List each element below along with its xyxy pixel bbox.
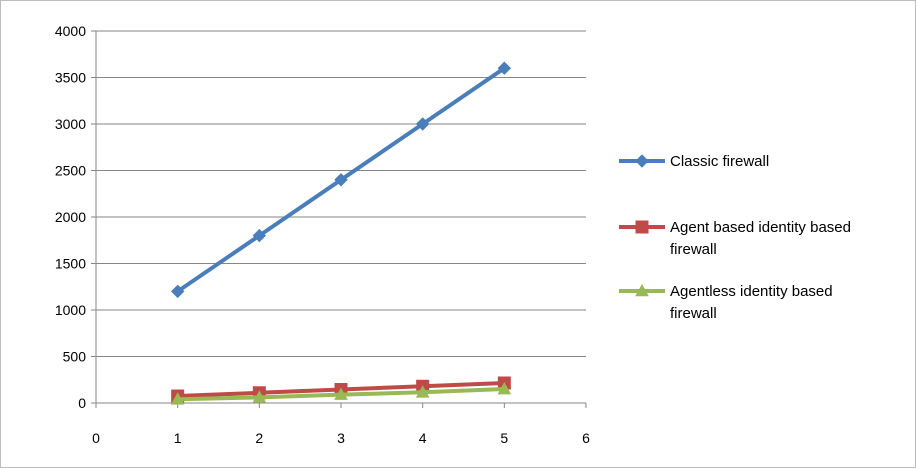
y-tick-label: 0 [78,395,86,411]
x-tick-label: 3 [337,430,345,446]
legend-marker [635,154,649,168]
y-tick-label: 1500 [55,256,86,272]
y-tick-label: 2000 [55,209,86,225]
series-layer [170,61,512,405]
y-tick-label: 1000 [55,302,86,318]
data-point [334,173,348,187]
legend-label: Classic firewall [670,153,769,170]
data-point [170,284,185,299]
legend-label: firewall [670,305,717,322]
gridlines [96,30,586,404]
data-point [170,392,185,405]
data-point [252,390,267,403]
data-point [497,382,512,395]
data-point [415,385,430,398]
legend-label: Agentless identity based [670,283,833,300]
legend-entry-0: Classic firewall [619,153,769,170]
legend-label: Agent based identity based [670,219,851,236]
x-tick-label: 0 [92,430,100,446]
legend-entry-2: Agentless identity based firewall [619,283,833,322]
legend: Classic firewall Agent based identity bas… [619,153,851,322]
series-2 [170,382,512,405]
x-tick-label: 1 [174,430,182,446]
legend-entry-1: Agent based identity based firewall [619,219,851,258]
x-tick-label: 4 [419,430,427,446]
legend-marker [635,220,649,234]
y-tick-label: 3000 [55,116,86,132]
y-tick-label: 2500 [55,163,86,179]
axes: 0 500 1000 1500 2000 2500 3000 3500 4000 0 1 2 3 4 5 6 [55,23,590,446]
legend-label: firewall [670,241,717,258]
data-point [334,387,348,400]
legend-marker [635,283,649,297]
y-tick-label: 3500 [55,70,86,86]
series-0 [170,61,512,299]
y-tick-label: 4000 [55,23,86,39]
x-tick-label: 5 [500,430,508,446]
data-point [252,228,267,243]
data-point [497,61,512,75]
y-tick-label: 500 [63,349,87,365]
x-tick-label: 6 [582,430,590,446]
data-point [415,117,430,131]
x-tick-label: 2 [255,430,263,446]
